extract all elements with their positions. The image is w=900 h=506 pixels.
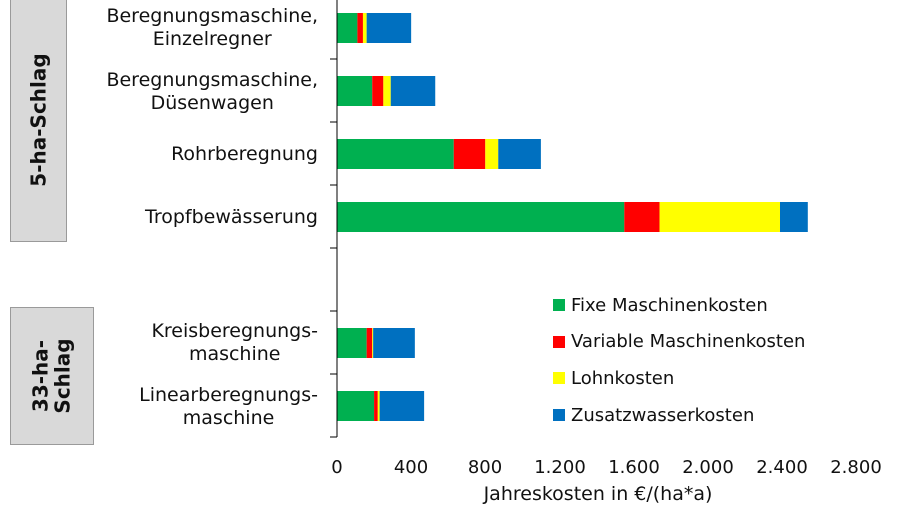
category-label: Tropfbewässerung [145, 206, 318, 228]
bar-segment [390, 76, 436, 106]
x-tick-label: 400 [393, 457, 429, 478]
x-tick-label: 2.400 [756, 457, 808, 478]
bar-segment [372, 328, 374, 358]
bar-segment [374, 391, 378, 421]
x-tick-label: 1.200 [534, 457, 586, 478]
category-label: Linearberegnungs- maschine [139, 384, 318, 429]
bar-segment [453, 139, 486, 169]
bar-segment [362, 13, 367, 43]
group-label-33ha: 33-ha- Schlag [28, 338, 75, 414]
bar-segment [498, 139, 541, 169]
legend-swatch [553, 409, 565, 422]
bar-segment [624, 202, 660, 232]
legend-item: Fixe Maschinenkosten [553, 287, 805, 324]
x-axis-title: Jahreskosten in €/(ha*a) [483, 483, 713, 505]
bar-segment [337, 13, 358, 43]
x-tick-label: 800 [467, 457, 503, 478]
legend-label: Lohnkosten [571, 367, 675, 389]
bar-segment [337, 202, 625, 232]
x-tick-label: 1.600 [608, 457, 660, 478]
x-tick-label: 2.800 [830, 457, 882, 478]
legend: Fixe Maschinenkosten Variable Maschinenk… [553, 287, 805, 433]
bar-segment [373, 328, 415, 358]
group-label-box-5ha: 5-ha-Schlag [10, 0, 67, 242]
bar-segment [780, 202, 808, 232]
x-tick-label: 0 [331, 457, 343, 478]
bar-segment [372, 76, 384, 106]
bar-segment [337, 139, 454, 169]
bar-segment [383, 76, 391, 106]
bar-segment [337, 391, 375, 421]
legend-label: Fixe Maschinenkosten [571, 294, 768, 316]
bar-segment [485, 139, 499, 169]
bar-segment [379, 391, 425, 421]
bar-segment [337, 76, 373, 106]
category-label: Beregnungsmaschine, Einzelregner [106, 5, 318, 50]
category-label: Kreisberegnungs- maschine [151, 320, 318, 365]
bar-segment [366, 328, 373, 358]
bar-segment [357, 13, 363, 43]
legend-swatch [553, 299, 565, 312]
legend-item: Lohnkosten [553, 360, 805, 397]
x-tick-label: 2.000 [682, 457, 734, 478]
legend-label: Variable Maschinenkosten [571, 331, 806, 353]
bar-segment [337, 328, 367, 358]
category-label: Beregnungsmaschine, Düsenwagen [106, 69, 318, 114]
legend-item: Zusatzwasserkosten [553, 397, 805, 434]
group-label-5ha: 5-ha-Schlag [26, 53, 51, 187]
legend-label: Zusatzwasserkosten [571, 404, 755, 426]
bar-segment [377, 391, 380, 421]
legend-swatch [553, 335, 565, 348]
bar-segment [366, 13, 412, 43]
legend-item: Variable Maschinenkosten [553, 324, 805, 361]
bar-segment [659, 202, 781, 232]
group-label-box-33ha: 33-ha- Schlag [10, 307, 94, 445]
legend-swatch [553, 372, 565, 385]
category-label: Rohrberegnung [171, 143, 318, 165]
